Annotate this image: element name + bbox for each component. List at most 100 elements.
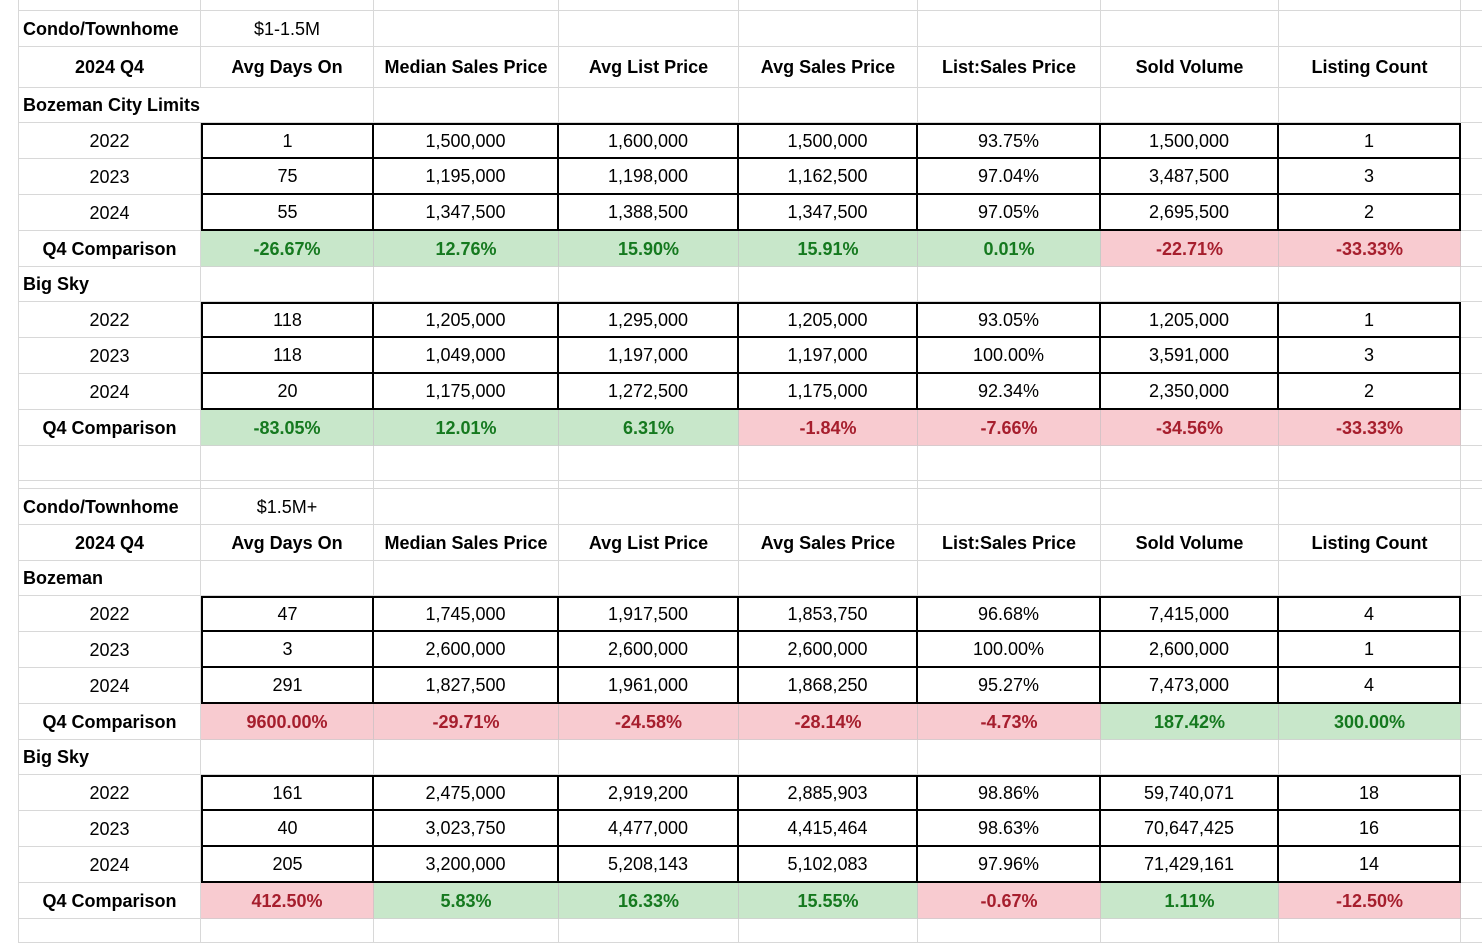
comparison-cell: -22.71% bbox=[1101, 231, 1279, 267]
column-header: Sold Volume bbox=[1101, 47, 1279, 88]
empty-cell bbox=[559, 446, 739, 481]
data-cell: 1,205,000 bbox=[739, 302, 918, 338]
data-cell: 1,197,000 bbox=[559, 338, 739, 374]
data-cell: 2,350,000 bbox=[1101, 374, 1279, 410]
empty-cell bbox=[1461, 489, 1482, 525]
year-label: 2022 bbox=[19, 596, 201, 632]
column-header: Avg List Price bbox=[559, 525, 739, 561]
empty-cell bbox=[739, 267, 918, 302]
data-cell: 95.27% bbox=[918, 668, 1101, 704]
price-range-label: $1-1.5M bbox=[201, 11, 374, 47]
comparison-cell: -0.67% bbox=[918, 883, 1101, 919]
comparison-cell: -4.73% bbox=[918, 704, 1101, 740]
empty-cell bbox=[201, 0, 374, 11]
empty-cell bbox=[1461, 446, 1482, 481]
empty-cell bbox=[918, 88, 1101, 123]
column-header: Avg Days On bbox=[201, 47, 374, 88]
comparison-cell: 187.42% bbox=[1101, 704, 1279, 740]
data-cell: 3 bbox=[1279, 159, 1461, 195]
comparison-cell: 9600.00% bbox=[201, 704, 374, 740]
empty-cell bbox=[19, 481, 201, 489]
comparison-cell: -28.14% bbox=[739, 704, 918, 740]
empty-cell bbox=[918, 481, 1101, 489]
data-cell: 1,827,500 bbox=[374, 668, 559, 704]
data-cell: 205 bbox=[201, 847, 374, 883]
empty-cell bbox=[1461, 123, 1482, 159]
column-header: Listing Count bbox=[1279, 525, 1461, 561]
section-label: Big Sky bbox=[19, 740, 201, 775]
empty-cell bbox=[1461, 267, 1482, 302]
data-cell: 14 bbox=[1279, 847, 1461, 883]
data-cell: 1,049,000 bbox=[374, 338, 559, 374]
empty-cell bbox=[1461, 919, 1482, 943]
data-cell: 5,102,083 bbox=[739, 847, 918, 883]
empty-cell bbox=[374, 489, 559, 525]
comparison-cell: 0.01% bbox=[918, 231, 1101, 267]
data-cell: 1,347,500 bbox=[739, 195, 918, 231]
comparison-cell: 5.83% bbox=[374, 883, 559, 919]
empty-cell bbox=[374, 561, 559, 596]
comparison-cell: -26.67% bbox=[201, 231, 374, 267]
comparison-cell: 16.33% bbox=[559, 883, 739, 919]
empty-cell bbox=[1461, 775, 1482, 811]
comparison-cell: 1.11% bbox=[1101, 883, 1279, 919]
empty-cell bbox=[1279, 919, 1461, 943]
empty-cell bbox=[1101, 919, 1279, 943]
empty-cell bbox=[1461, 847, 1482, 883]
data-cell: 2,600,000 bbox=[559, 632, 739, 668]
data-cell: 1 bbox=[1279, 632, 1461, 668]
column-header: Avg List Price bbox=[559, 47, 739, 88]
comparison-cell: -33.33% bbox=[1279, 410, 1461, 446]
comparison-cell: -1.84% bbox=[739, 410, 918, 446]
data-cell: 2,600,000 bbox=[739, 632, 918, 668]
comparison-cell: 300.00% bbox=[1279, 704, 1461, 740]
empty-cell bbox=[918, 919, 1101, 943]
column-header: List:Sales Price bbox=[918, 47, 1101, 88]
sheet-grid: Condo/Townhome $1-1.5M 2024 Q4 Avg Days On M… bbox=[18, 0, 1482, 943]
empty-cell bbox=[1461, 561, 1482, 596]
empty-cell bbox=[1461, 481, 1482, 489]
empty-cell bbox=[201, 561, 374, 596]
empty-cell bbox=[1279, 446, 1461, 481]
empty-cell bbox=[1101, 481, 1279, 489]
data-cell: 16 bbox=[1279, 811, 1461, 847]
data-cell: 1 bbox=[1279, 123, 1461, 159]
data-cell: 7,415,000 bbox=[1101, 596, 1279, 632]
comparison-cell: 15.91% bbox=[739, 231, 918, 267]
empty-cell bbox=[739, 489, 918, 525]
empty-cell bbox=[19, 919, 201, 943]
year-label: 2024 bbox=[19, 374, 201, 410]
data-cell: 1,388,500 bbox=[559, 195, 739, 231]
data-cell: 55 bbox=[201, 195, 374, 231]
data-cell: 40 bbox=[201, 811, 374, 847]
comparison-cell: 412.50% bbox=[201, 883, 374, 919]
empty-cell bbox=[918, 0, 1101, 11]
data-cell: 1,205,000 bbox=[1101, 302, 1279, 338]
data-cell: 3,023,750 bbox=[374, 811, 559, 847]
data-cell: 18 bbox=[1279, 775, 1461, 811]
data-cell: 4,415,464 bbox=[739, 811, 918, 847]
data-cell: 1,205,000 bbox=[374, 302, 559, 338]
comparison-cell: -33.33% bbox=[1279, 231, 1461, 267]
property-type-label: Condo/Townhome bbox=[19, 489, 201, 525]
data-cell: 3,487,500 bbox=[1101, 159, 1279, 195]
empty-cell bbox=[374, 740, 559, 775]
comparison-label: Q4 Comparison bbox=[19, 410, 201, 446]
price-range-label: $1.5M+ bbox=[201, 489, 374, 525]
empty-cell bbox=[1101, 0, 1279, 11]
data-cell: 1 bbox=[1279, 302, 1461, 338]
empty-cell bbox=[374, 11, 559, 47]
empty-cell bbox=[559, 740, 739, 775]
empty-cell bbox=[1101, 267, 1279, 302]
empty-cell bbox=[918, 446, 1101, 481]
property-type-label: Condo/Townhome bbox=[19, 11, 201, 47]
data-cell: 70,647,425 bbox=[1101, 811, 1279, 847]
column-header: List:Sales Price bbox=[918, 525, 1101, 561]
year-label: 2022 bbox=[19, 302, 201, 338]
data-cell: 1,347,500 bbox=[374, 195, 559, 231]
data-cell: 161 bbox=[201, 775, 374, 811]
comparison-cell: 6.31% bbox=[559, 410, 739, 446]
comparison-cell: -12.50% bbox=[1279, 883, 1461, 919]
empty-cell bbox=[19, 0, 201, 11]
